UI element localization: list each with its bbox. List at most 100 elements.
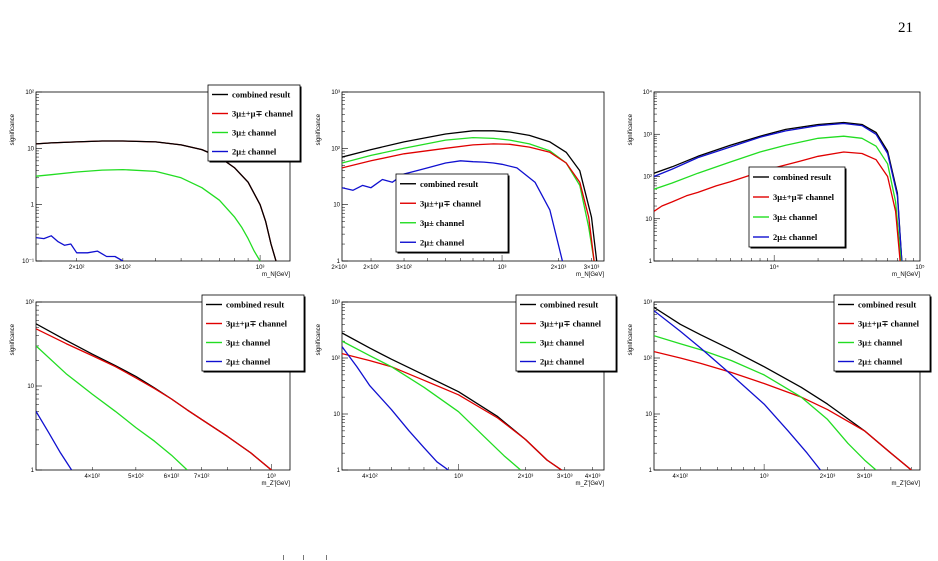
y-tick-label: 10: [645, 412, 652, 418]
legend-label-ch3mu_mu: 3μ±+μ∓ channel: [420, 198, 482, 208]
y-tick-label: 10³: [643, 300, 652, 306]
legend: combined result 3μ±+μ∓ channel 3μ± channel…: [201, 294, 306, 373]
plot-frame: [35, 91, 291, 262]
y-axis-label: significance: [10, 113, 16, 145]
legend: combined result 3μ±+μ∓ channel 3μ± channel…: [395, 173, 510, 254]
chart-svg-top-right: 1 10 10² 10³ 10⁴ 10⁴ 10⁵ significance m_N[GeV] co…: [628, 89, 925, 278]
plot-frame: [653, 301, 921, 471]
x-tick-label: 4×10³: [585, 474, 601, 480]
legend-label-ch3mu: 3μ± channel: [773, 212, 818, 222]
series-line-ch2mu: [342, 346, 449, 470]
series-line-ch3mu_mu: [36, 328, 272, 470]
y-tick-label: 10: [27, 384, 34, 390]
y-tick-label: 1: [337, 468, 341, 474]
x-tick-label: 10³: [267, 474, 276, 480]
legend-label-ch3mu: 3μ± channel: [858, 338, 903, 348]
series-line-ch3mu: [342, 136, 595, 261]
y-axis-label: significance: [316, 323, 322, 355]
y-axis-label: significance: [628, 113, 634, 145]
legend-label-ch3mu_mu: 3μ±+μ∓ channel: [858, 319, 920, 329]
legend-label-ch3mu_mu: 3μ±+μ∓ channel: [232, 109, 294, 119]
series-line-ch3mu: [36, 168, 261, 261]
series-line-ch3mu: [654, 335, 877, 470]
x-tick-label: 6×10²: [164, 474, 180, 480]
legend-label-ch3mu: 3μ± channel: [420, 218, 465, 228]
x-tick-label: 2×10³: [820, 474, 836, 480]
y-tick-label: 10³: [331, 90, 340, 96]
y-tick-label: 10⁴: [643, 89, 653, 96]
y-tick-label: 10²: [25, 300, 34, 306]
x-tick-label: 10³: [454, 474, 463, 480]
legend-label-combined: combined result: [858, 300, 916, 310]
plot-frame: [341, 301, 605, 471]
x-tick-label: 10⁴: [770, 264, 780, 271]
x-axis-label: m_Z'[GeV]: [262, 481, 291, 487]
series-line-ch3mu: [654, 135, 902, 261]
x-tick-label: 2×10²: [363, 265, 379, 271]
legend: combined result 3μ±+μ∓ channel 3μ± channel…: [515, 294, 618, 373]
series-line-ch3mu_mu: [342, 143, 595, 261]
y-tick-label: 1: [649, 468, 653, 474]
y-tick-label: 1: [649, 259, 653, 265]
x-tick-label: 10³: [760, 474, 769, 480]
x-tick-label: 3×10³: [557, 474, 573, 480]
x-axis-label: m_N[GeV]: [262, 272, 290, 278]
legend-label-combined: combined result: [420, 179, 478, 189]
legend-label-ch3mu: 3μ± channel: [226, 338, 271, 348]
x-tick-label: 3×10³: [857, 474, 873, 480]
x-tick-label: 5×10²: [128, 474, 144, 480]
y-axis-label: significance: [316, 113, 322, 145]
x-tick-label: 2×10³: [518, 474, 534, 480]
y-tick-label: 1: [337, 259, 341, 265]
legend-label-combined: combined result: [540, 300, 598, 310]
chart-svg-top-middle: 1 10 10² 10³ 2×10² 3×10² 10³ 2×10³ 3×10³ signific…: [316, 90, 605, 278]
chart-svg-top-left: 10⁻¹ 1 10 10² 2×10² 3×10² 10³ 2×10³ significance…: [10, 84, 347, 278]
y-tick-label: 10: [27, 146, 34, 152]
legend-label-ch2mu: 2μ± channel: [540, 357, 585, 367]
legend-label-ch3mu_mu: 3μ±+μ∓ channel: [540, 319, 602, 329]
legend-label-ch2mu: 2μ± channel: [420, 237, 465, 247]
series-line-ch2mu: [36, 235, 124, 261]
y-tick-label: 10³: [331, 300, 340, 306]
legend-label-ch3mu_mu: 3μ±+μ∓ channel: [226, 319, 288, 329]
y-tick-label: 10²: [643, 175, 652, 181]
series-line-combined: [654, 121, 903, 261]
x-axis-label: m_N[GeV]: [892, 272, 920, 278]
chart-panel-bottom-right: 1 10 10² 10³ 4×10² 10³ 2×10³ 3×10³ significance m…: [622, 294, 932, 490]
y-tick-label: 10²: [331, 146, 340, 152]
chart-panel-top-right: 1 10 10² 10³ 10⁴ 10⁴ 10⁵ significance m_N[GeV] co…: [622, 85, 925, 280]
legend: combined result 3μ±+μ∓ channel 3μ± channel…: [207, 84, 302, 163]
series-line-ch2mu: [342, 160, 564, 261]
series-line-ch3mu_mu: [342, 352, 562, 470]
x-tick-label: 2×10³: [331, 265, 347, 271]
y-tick-label: 10: [333, 412, 340, 418]
x-tick-label: 2×10²: [69, 265, 85, 271]
x-tick-label: 10³: [498, 265, 507, 271]
chart-svg-bottom-left: 1 10 10² 4×10² 5×10² 6×10² 7×10² 10³ significanc…: [10, 294, 306, 487]
y-tick-label: 10: [645, 217, 652, 223]
chart-svg-bottom-right: 1 10 10² 10³ 4×10² 10³ 2×10³ 3×10³ significance m…: [628, 294, 932, 487]
y-axis-label: significance: [10, 323, 16, 355]
legend-label-ch2mu: 2μ± channel: [226, 357, 271, 367]
x-tick-label: 10³: [256, 265, 265, 271]
series-line-ch2mu: [654, 310, 821, 470]
legend: combined result 3μ±+μ∓ channel 3μ± channel…: [748, 166, 847, 249]
x-tick-label: 4×10²: [84, 474, 100, 480]
chart-panel-bottom-middle: 1 10 10² 10³ 4×10² 10³ 2×10³ 3×10³ 4×10³ signific…: [312, 294, 618, 490]
y-tick-label: 10: [333, 203, 340, 209]
y-tick-label: 10²: [643, 356, 652, 362]
legend-label-combined: combined result: [232, 90, 290, 100]
y-axis-label: significance: [628, 323, 634, 355]
x-tick-label: 3×10²: [115, 265, 131, 271]
series-line-combined: [36, 140, 277, 261]
x-tick-label: 3×10³: [584, 265, 600, 271]
legend: combined result 3μ±+μ∓ channel 3μ± channel…: [833, 294, 932, 373]
chart-svg-bottom-middle: 1 10 10² 10³ 4×10² 10³ 2×10³ 3×10³ 4×10³ signific…: [316, 294, 618, 487]
legend-label-ch2mu: 2μ± channel: [858, 357, 903, 367]
x-axis-label: m_N[GeV]: [576, 272, 604, 278]
x-tick-label: 4×10²: [362, 474, 378, 480]
chart-panel-top-left: 10⁻¹ 1 10 10² 2×10² 3×10² 10³ 2×10³ significance…: [0, 84, 347, 280]
x-tick-label: 7×10²: [194, 474, 210, 480]
y-tick-label: 10²: [331, 356, 340, 362]
legend-label-ch3mu: 3μ± channel: [540, 338, 585, 348]
